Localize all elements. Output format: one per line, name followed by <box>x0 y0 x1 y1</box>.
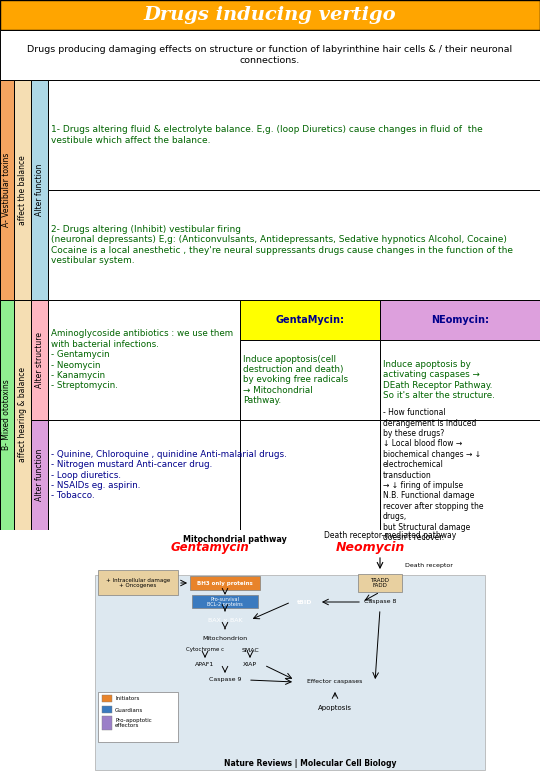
Text: Pro-apoptotic
effectors: Pro-apoptotic effectors <box>115 718 152 729</box>
Bar <box>192 595 258 608</box>
Text: APAF1: APAF1 <box>195 662 214 668</box>
Bar <box>0 300 540 530</box>
Text: XIAP: XIAP <box>243 662 257 668</box>
Bar <box>380 420 540 530</box>
Bar <box>0 80 540 300</box>
Text: Initiators: Initiators <box>115 697 139 701</box>
Bar <box>240 340 380 420</box>
Ellipse shape <box>362 595 397 608</box>
Bar <box>14 80 31 300</box>
Bar <box>31 420 48 530</box>
Text: A- Vestibular toxins: A- Vestibular toxins <box>3 153 11 227</box>
Text: Guardians: Guardians <box>115 707 143 712</box>
Bar <box>358 574 402 592</box>
Text: Induce apoptosis(cell
destruction and death)
by evoking free radicals
→ Mitochon: Induce apoptosis(cell destruction and de… <box>243 355 348 406</box>
Text: TRADD
FADD: TRADD FADD <box>370 578 389 588</box>
Bar <box>240 420 380 530</box>
Text: Nature Reviews | Molecular Cell Biology: Nature Reviews | Molecular Cell Biology <box>224 760 396 768</box>
Bar <box>31 80 48 300</box>
Bar <box>102 695 112 702</box>
Text: Drugs inducing vertigo: Drugs inducing vertigo <box>144 6 396 24</box>
Bar <box>48 300 240 420</box>
Bar <box>102 706 112 713</box>
Text: Caspase 9: Caspase 9 <box>209 676 241 682</box>
Text: Induce apoptosis by
activating caspases →
DEath Receptor Pathway.
So it's alter : Induce apoptosis by activating caspases … <box>383 360 495 400</box>
Ellipse shape <box>200 614 250 626</box>
Text: Alter structure: Alter structure <box>35 332 44 388</box>
Bar <box>14 300 31 530</box>
Ellipse shape <box>291 595 319 609</box>
Ellipse shape <box>314 700 356 715</box>
Ellipse shape <box>188 659 222 671</box>
Text: Pro-survival
BCL-2 proteins: Pro-survival BCL-2 proteins <box>207 597 243 608</box>
Bar <box>240 300 380 340</box>
Bar <box>190 576 260 590</box>
Text: NEomycin:: NEomycin: <box>431 315 489 325</box>
Text: Alter function: Alter function <box>35 448 44 502</box>
Bar <box>380 340 540 420</box>
Bar <box>102 716 112 730</box>
Ellipse shape <box>236 644 264 656</box>
Bar <box>0 0 540 30</box>
Text: Neomycin: Neomycin <box>335 541 404 555</box>
Text: + Intracellular damage
+ Oncogenes: + Intracellular damage + Oncogenes <box>106 578 170 588</box>
Text: Death receptor-mediated pathway: Death receptor-mediated pathway <box>324 530 456 540</box>
Text: Caspase 8: Caspase 8 <box>364 600 396 604</box>
Text: Alter function: Alter function <box>35 164 44 216</box>
Bar <box>0 30 540 80</box>
Text: - Quinine, Chloroquine , quinidine Anti-malarial drugs.
- Nitrogen mustard Anti-: - Quinine, Chloroquine , quinidine Anti-… <box>51 450 287 500</box>
Text: Aminoglycoside antibiotics : we use them
with bacterial infections.
- Gentamycin: Aminoglycoside antibiotics : we use them… <box>51 329 233 391</box>
Bar <box>0 80 14 300</box>
Bar <box>380 300 540 340</box>
FancyBboxPatch shape <box>295 675 375 689</box>
Bar <box>48 80 540 190</box>
Text: Mitochondrion: Mitochondrion <box>202 636 247 640</box>
Text: Gentamycin: Gentamycin <box>171 541 249 555</box>
Bar <box>48 420 240 530</box>
Text: B- Mixed ototoxins: B- Mixed ototoxins <box>3 380 11 450</box>
Bar <box>95 575 485 770</box>
Text: 2- Drugs altering (Inhibit) vestibular firing
(neuronal depressants) E,g: (Antic: 2- Drugs altering (Inhibit) vestibular f… <box>51 225 513 265</box>
Text: BAX × BAK: BAX × BAK <box>208 618 242 622</box>
Ellipse shape <box>186 644 224 656</box>
Text: SMAC: SMAC <box>241 647 259 653</box>
Text: Death receptor: Death receptor <box>405 562 453 568</box>
Text: BH3 only proteins: BH3 only proteins <box>197 580 253 586</box>
Text: Apoptosis: Apoptosis <box>318 705 352 711</box>
Bar <box>98 570 178 595</box>
Text: Cytochrome c: Cytochrome c <box>186 647 224 653</box>
Bar <box>0 300 14 530</box>
Bar <box>98 692 178 742</box>
Text: Drugs producing damaging effects on structure or function of labyrinthine hair c: Drugs producing damaging effects on stru… <box>28 45 512 65</box>
Text: 1- Drugs altering fluid & electrolyte balance. E,g. (loop Diuretics) cause chang: 1- Drugs altering fluid & electrolyte ba… <box>51 126 483 145</box>
Ellipse shape <box>195 629 255 647</box>
Text: GentaMycin:: GentaMycin: <box>275 315 345 325</box>
Text: - How functional
derangement is induced
by these drugs?
↓ Local blood flow →
bio: - How functional derangement is induced … <box>383 408 483 542</box>
Bar <box>31 300 48 420</box>
Text: Mitochondrial pathway: Mitochondrial pathway <box>183 536 287 544</box>
Text: affect the balance: affect the balance <box>18 155 27 225</box>
Text: Effector caspases: Effector caspases <box>307 679 363 685</box>
Bar <box>48 190 540 300</box>
Text: affect hearing & balance: affect hearing & balance <box>18 367 27 463</box>
Text: tBID: tBID <box>297 600 313 604</box>
Ellipse shape <box>202 673 247 685</box>
Bar <box>0 530 540 780</box>
Ellipse shape <box>236 659 264 671</box>
